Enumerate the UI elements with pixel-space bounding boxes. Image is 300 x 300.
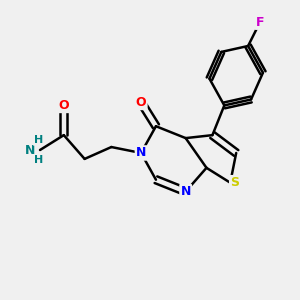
Text: N: N [25,143,36,157]
Text: O: O [58,99,69,112]
Text: N: N [181,185,191,198]
Text: S: S [230,176,239,189]
Text: F: F [256,16,264,29]
Text: H: H [34,135,43,145]
Text: N: N [136,146,146,160]
Text: H: H [34,155,43,165]
Text: O: O [136,96,146,109]
